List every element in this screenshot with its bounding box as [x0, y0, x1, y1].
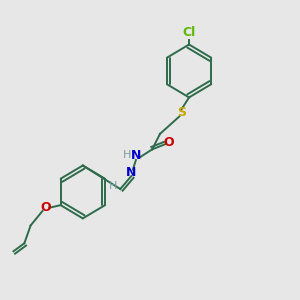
- Text: O: O: [40, 201, 51, 214]
- Text: N: N: [126, 167, 136, 179]
- Text: O: O: [163, 136, 174, 149]
- Text: S: S: [177, 106, 186, 119]
- Text: H: H: [109, 181, 118, 191]
- Text: N: N: [131, 149, 141, 162]
- Text: Cl: Cl: [182, 26, 196, 39]
- Text: H: H: [122, 151, 131, 160]
